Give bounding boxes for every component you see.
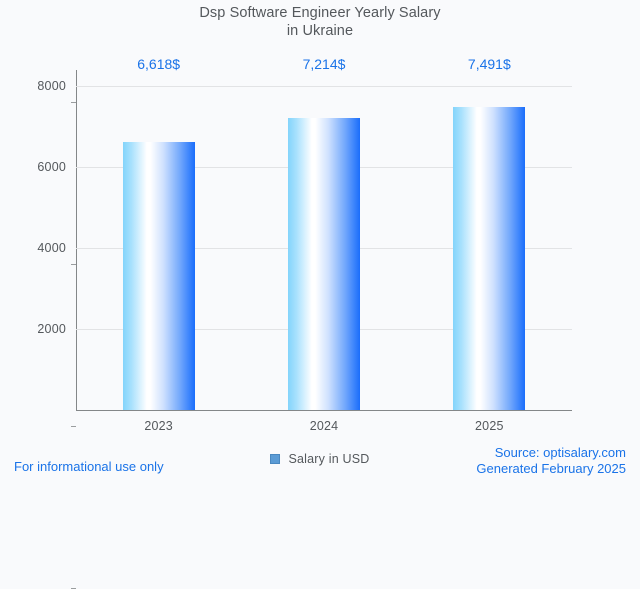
x-tick-label-2023: 2023: [144, 419, 173, 433]
y-tick-mark-8000: [71, 102, 76, 104]
chart-title-line-2: in Ukraine: [286, 23, 354, 39]
gridline-8000: [71, 86, 572, 104]
y-tick-label-4000: 4000: [37, 241, 66, 256]
legend-label-salary-in-usd: Salary in USD: [288, 452, 370, 466]
y-tick-label-8000: 8000: [37, 79, 66, 94]
footnote-source: Source: optisalary.com Generated Februar…: [476, 445, 626, 477]
legend-swatch-salary-in-usd: [270, 454, 281, 464]
footnote-source-line: Source: optisalary.com: [494, 445, 626, 460]
x-tick-label-2024: 2024: [309, 419, 339, 433]
y-tick-label-6000: 6000: [37, 160, 66, 175]
footnote-generated-line: Generated February 2025: [476, 461, 626, 476]
y-tick-mark-4000: [71, 426, 76, 428]
chart-title-line-1: Dsp Software Engineer Yearly Salary: [199, 5, 441, 21]
data-label-2024: 7,214$: [302, 56, 346, 72]
bar-2023[interactable]: [122, 142, 195, 410]
x-axis-line: [76, 410, 572, 411]
data-label-2023: 6,618$: [137, 56, 181, 72]
x-tick-label-2025: 2025: [475, 419, 504, 433]
plot-area: [71, 70, 572, 589]
chart-title: Dsp Software Engineer Yearly Salary in U…: [0, 4, 640, 40]
data-label-2025: 7,491$: [467, 56, 511, 72]
bar-2025[interactable]: [453, 106, 526, 410]
y-axis-line: [76, 70, 77, 411]
footnote-informational-use: For informational use only: [14, 459, 164, 474]
chart-legend: Salary in USD: [0, 452, 640, 466]
y-tick-mark-6000: [71, 264, 76, 266]
y-tick-label-2000: 2000: [37, 322, 66, 337]
bar-2024[interactable]: [288, 118, 360, 410]
